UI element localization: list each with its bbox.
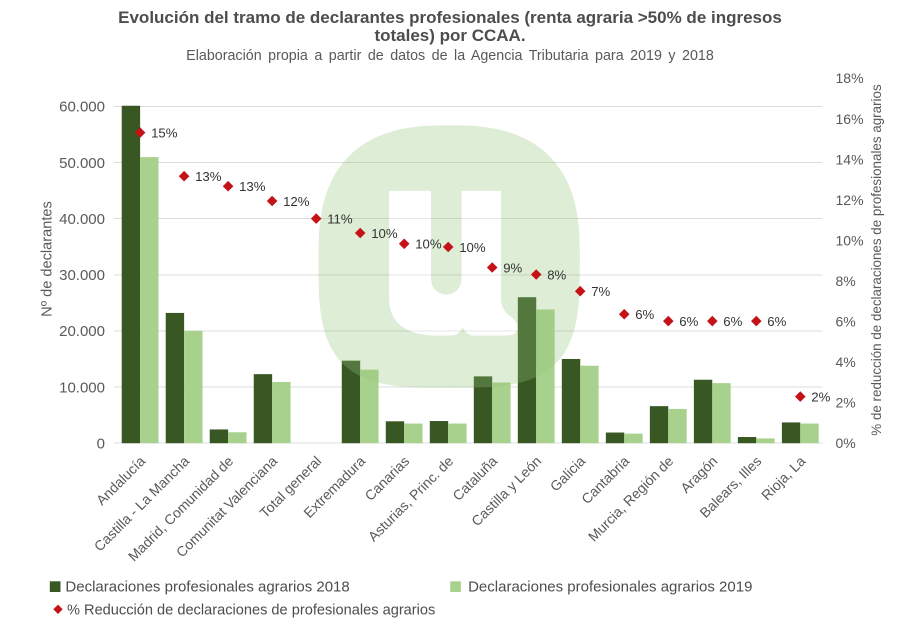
svg-text:6%: 6% bbox=[723, 314, 742, 329]
svg-text:10%: 10% bbox=[459, 240, 486, 255]
svg-text:Declaraciones profesionales ag: Declaraciones profesionales agrarios 201… bbox=[65, 578, 349, 595]
svg-text:11%: 11% bbox=[327, 211, 353, 226]
svg-text:2%: 2% bbox=[836, 395, 856, 411]
svg-text:2%: 2% bbox=[811, 389, 830, 404]
svg-text:0%: 0% bbox=[836, 435, 856, 451]
svg-text:totales) por CCAA.: totales) por CCAA. bbox=[374, 26, 525, 45]
svg-text:8%: 8% bbox=[547, 267, 566, 282]
svg-text:4%: 4% bbox=[836, 354, 856, 370]
svg-text:12%: 12% bbox=[836, 192, 864, 208]
svg-text:10%: 10% bbox=[836, 232, 864, 248]
svg-text:15%: 15% bbox=[151, 125, 178, 140]
svg-text:0: 0 bbox=[97, 436, 105, 453]
svg-text:7%: 7% bbox=[591, 284, 610, 299]
svg-text:18%: 18% bbox=[836, 70, 864, 86]
svg-text:Evolución del tramo de declara: Evolución del tramo de declarantes profe… bbox=[118, 8, 782, 27]
svg-text:20.000: 20.000 bbox=[59, 323, 105, 340]
svg-text:% de reducción de declaracione: % de reducción de declaraciones de profe… bbox=[869, 84, 884, 436]
svg-text:13%: 13% bbox=[239, 179, 266, 194]
svg-text:6%: 6% bbox=[767, 314, 786, 329]
svg-text:10.000: 10.000 bbox=[59, 379, 105, 396]
svg-text:40.000: 40.000 bbox=[59, 211, 105, 228]
svg-text:Elaboración propia a partir de: Elaboración propia a partir de datos de … bbox=[186, 48, 714, 64]
svg-text:Declaraciones profesionales ag: Declaraciones profesionales agrarios 201… bbox=[468, 578, 752, 595]
svg-text:8%: 8% bbox=[836, 273, 856, 289]
svg-text:6%: 6% bbox=[836, 314, 856, 330]
svg-text:9%: 9% bbox=[503, 260, 522, 275]
svg-text:10%: 10% bbox=[415, 237, 442, 252]
svg-text:Nº de declarantes: Nº de declarantes bbox=[40, 201, 56, 317]
svg-text:10%: 10% bbox=[371, 226, 398, 241]
svg-text:12%: 12% bbox=[283, 194, 310, 209]
svg-text:% Reducción de declaraciones d: % Reducción de declaraciones de profesio… bbox=[67, 603, 435, 619]
svg-text:14%: 14% bbox=[836, 151, 864, 167]
svg-text:60.000: 60.000 bbox=[59, 99, 105, 116]
svg-text:6%: 6% bbox=[679, 314, 698, 329]
svg-text:50.000: 50.000 bbox=[59, 155, 105, 172]
svg-text:30.000: 30.000 bbox=[59, 267, 105, 284]
svg-text:13%: 13% bbox=[195, 169, 222, 184]
svg-text:6%: 6% bbox=[635, 307, 654, 322]
svg-text:16%: 16% bbox=[836, 111, 864, 127]
